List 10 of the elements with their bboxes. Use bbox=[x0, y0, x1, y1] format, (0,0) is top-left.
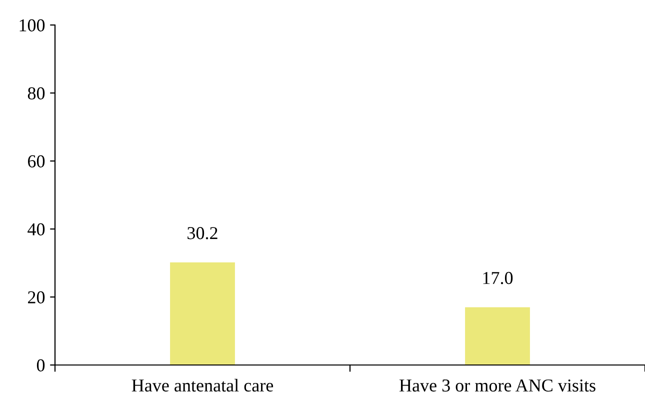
x-tick-label: Have 3 or more ANC visits bbox=[399, 379, 596, 392]
y-tick-label: 80 bbox=[28, 87, 45, 100]
data-label: 30.2 bbox=[188, 227, 218, 240]
x-tick-label: Have antenatal care bbox=[132, 378, 274, 392]
data-label: 17.0 bbox=[483, 272, 513, 284]
y-tick-label: 100 bbox=[20, 19, 45, 32]
y-tick-label: 20 bbox=[28, 291, 45, 304]
y-tick-label: 40 bbox=[28, 223, 45, 236]
y-tick-label: 60 bbox=[28, 155, 45, 168]
y-tick-label: 0 bbox=[36, 359, 45, 372]
